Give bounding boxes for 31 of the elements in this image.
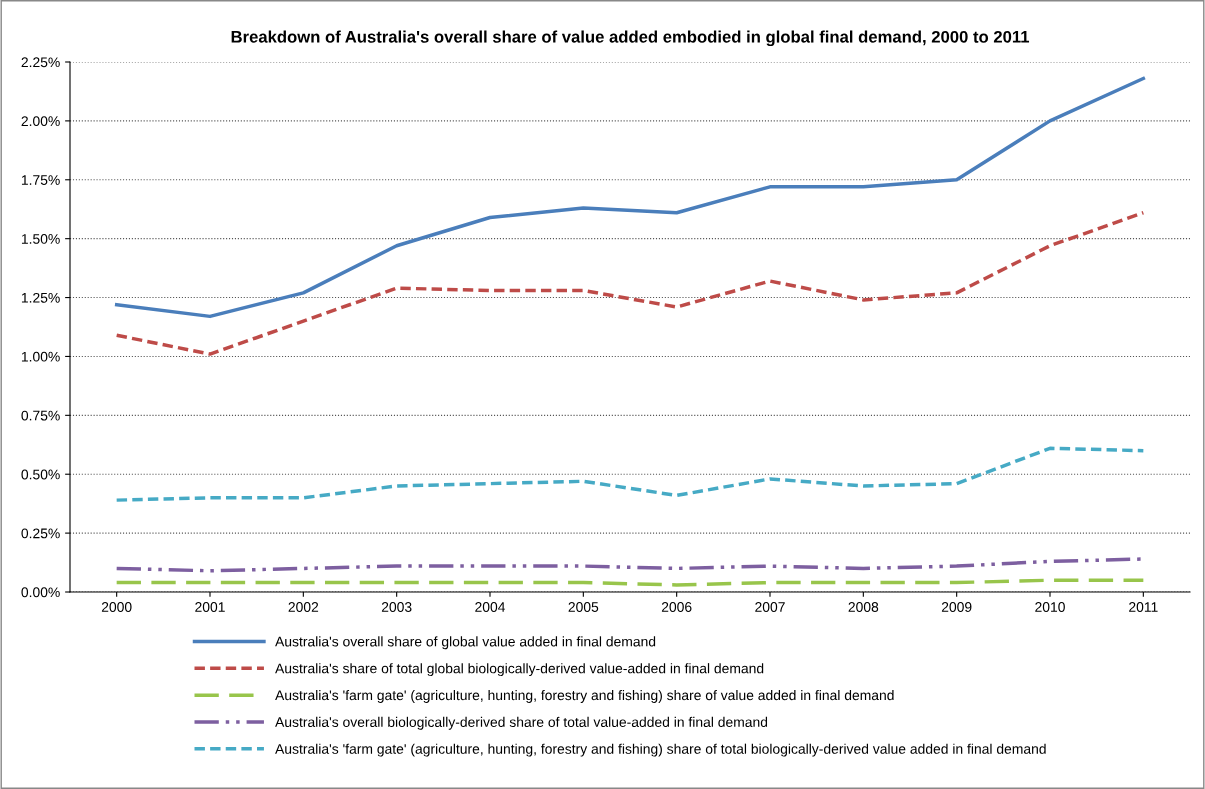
x-tick-label: 2001 xyxy=(195,602,225,612)
y-tick-label: 1.25% xyxy=(21,292,60,303)
line-series xyxy=(114,76,1146,319)
line-series xyxy=(114,446,1146,502)
x-tick-label: 2004 xyxy=(475,602,506,612)
legend-label: Australia's 'farm gate' (agriculture, hunting, forestry and fishing) share of value added in final demand xyxy=(275,689,894,703)
y-tick-label: 1.00% xyxy=(21,351,60,362)
y-tick-label: 0.50% xyxy=(21,469,60,480)
y-tick-label: 0.25% xyxy=(21,528,60,539)
legend-label: Australia's share of total global biologically-derived value-added in final demand xyxy=(275,663,764,677)
x-tick-label: 2009 xyxy=(941,602,972,612)
chart-title: Breakdown of Australia's overall share of value added embodied in global final demand, 2000 to 2011 xyxy=(231,30,1030,47)
x-tick-label: 2007 xyxy=(755,602,785,612)
y-tick-label: 0.75% xyxy=(21,410,60,421)
y-tick-label: 2.00% xyxy=(21,116,60,127)
x-tick-label: 2011 xyxy=(1129,602,1158,612)
x-tick-label: 2006 xyxy=(661,602,692,612)
y-tick-label: 1.50% xyxy=(21,234,60,244)
y-tick-label: 0.00% xyxy=(21,587,60,598)
legend-label: Australia's overall biologically-derived share of total value-added in final demand xyxy=(275,716,768,730)
y-tick-label: 2.25% xyxy=(21,57,60,68)
legend-label: Australia's 'farm gate' (agriculture, hunting, forestry and fishing) share of total biologically-derived value added in final demand xyxy=(275,743,1046,757)
legend-label: Australia's overall share of global value added in final demand xyxy=(275,636,656,650)
x-tick-label: 2002 xyxy=(288,602,319,612)
x-tick-label: 2008 xyxy=(848,602,879,612)
x-tick-label: 2010 xyxy=(1035,602,1065,612)
y-tick-label: 1.75% xyxy=(21,175,60,185)
line-series xyxy=(114,211,1146,356)
x-tick-label: 2003 xyxy=(381,602,412,612)
x-tick-label: 2000 xyxy=(101,602,132,612)
x-tick-label: 2005 xyxy=(568,602,599,612)
